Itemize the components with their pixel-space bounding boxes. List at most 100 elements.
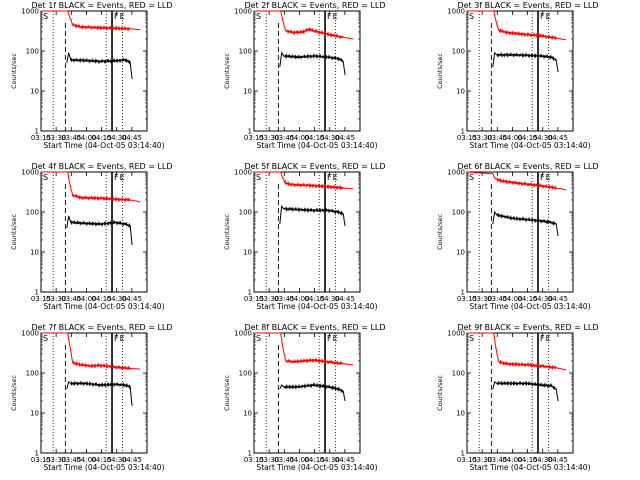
y-axis-label: Counts/sec (436, 375, 444, 411)
y-tick-label: 100 (26, 48, 39, 56)
x-tick-label: 03:45 (487, 134, 507, 142)
x-tick-label: 03:15 (457, 456, 477, 464)
end-marker-label: E (546, 173, 551, 182)
y-tick-label: 1 (248, 450, 252, 458)
x-tick-label: 04:15 (304, 456, 324, 464)
x-tick-label: 04:00 (289, 456, 309, 464)
y-tick-label: 1 (461, 450, 465, 458)
lld-series-line (467, 332, 567, 371)
x-tick-label: 04:15 (517, 295, 537, 303)
y-axis-label: Counts/sec (223, 53, 231, 89)
lld-series-line (467, 171, 567, 191)
x-tick-label: 03:15 (244, 295, 264, 303)
chart-title: Det 4f BLACK = Events, RED = LLD (31, 162, 172, 171)
y-tick-label: 1 (461, 128, 465, 136)
lld-series-line (41, 171, 141, 203)
start-marker-label: S (469, 334, 474, 343)
x-tick-label: 04:00 (502, 456, 522, 464)
y-tick-label: 1000 (21, 330, 39, 338)
end-marker-label: E (120, 173, 125, 182)
x-tick-label: 04:30 (107, 295, 127, 303)
plot-frame (253, 171, 361, 293)
x-tick-label: 04:00 (502, 134, 522, 142)
x-tick-label: 04:45 (122, 456, 142, 464)
chart-title: Det 3f BLACK = Events, RED = LLD (457, 1, 598, 10)
x-tick-label: 04:00 (289, 134, 309, 142)
flare-marker-label: F (540, 12, 545, 21)
x-tick-label: 04:30 (320, 134, 340, 142)
x-tick-label: 03:15 (31, 295, 51, 303)
flare-marker-label: F (114, 173, 119, 182)
x-tick-label: 04:45 (548, 134, 568, 142)
lld-series-line (254, 10, 354, 40)
x-tick-label: 03:45 (487, 456, 507, 464)
x-tick-label: 04:00 (289, 295, 309, 303)
y-tick-label: 10 (456, 88, 465, 96)
x-tick-label: 03:45 (274, 295, 294, 303)
x-tick-label: 03:15 (31, 456, 51, 464)
end-marker-label: E (546, 334, 551, 343)
x-tick-label: 04:00 (502, 295, 522, 303)
y-tick-label: 100 (26, 209, 39, 217)
lld-series-line (41, 10, 141, 32)
y-tick-label: 1000 (21, 169, 39, 177)
events-series-line (279, 382, 346, 402)
x-axis-label: Start Time (04-Oct-05 03:14:40) (43, 141, 164, 150)
x-axis-label: Start Time (04-Oct-05 03:14:40) (469, 463, 590, 472)
plot-frame (253, 332, 361, 454)
flare-marker-label: F (327, 173, 332, 182)
start-marker-label: S (256, 173, 261, 182)
x-tick-label: 03:45 (61, 134, 81, 142)
plot-frame (40, 171, 148, 293)
chart-panel-3: Det 3f BLACK = Events, RED = LLD 1 10 100 10… (436, 1, 599, 150)
x-tick-label: 03:30 (46, 295, 66, 303)
y-axis-label: Counts/sec (10, 375, 18, 411)
y-tick-label: 1 (461, 289, 465, 297)
y-tick-label: 10 (456, 249, 465, 257)
y-axis-label: Counts/sec (10, 214, 18, 250)
x-tick-label: 03:30 (259, 295, 279, 303)
plot-frame (466, 171, 574, 293)
plot-frame (253, 10, 361, 132)
x-tick-label: 03:45 (487, 295, 507, 303)
plot-frame (466, 332, 574, 454)
x-tick-label: 03:30 (46, 134, 66, 142)
x-tick-label: 03:30 (259, 134, 279, 142)
y-tick-label: 100 (452, 370, 465, 378)
end-marker-label: E (333, 334, 338, 343)
start-marker-label: S (469, 12, 474, 21)
y-tick-label: 10 (243, 249, 252, 257)
x-tick-label: 04:15 (517, 134, 537, 142)
y-tick-label: 1000 (447, 169, 465, 177)
flare-marker-label: F (327, 12, 332, 21)
x-tick-label: 03:45 (274, 456, 294, 464)
x-tick-label: 04:00 (76, 134, 96, 142)
events-series-line (66, 215, 133, 246)
y-tick-label: 1000 (21, 8, 39, 16)
y-tick-label: 100 (239, 48, 252, 56)
flare-marker-label: F (114, 12, 119, 21)
y-tick-label: 1000 (234, 8, 252, 16)
chart-title: Det 1f BLACK = Events, RED = LLD (31, 1, 172, 10)
chart-panel-1: Det 1f BLACK = Events, RED = LLD 1 10 100 10… (10, 1, 173, 150)
x-tick-label: 03:45 (61, 456, 81, 464)
x-tick-label: 04:45 (335, 134, 355, 142)
y-tick-label: 1 (248, 128, 252, 136)
chart-panel-8: Det 8f BLACK = Events, RED = LLD 1 10 100 10… (223, 323, 386, 472)
y-tick-label: 10 (30, 88, 39, 96)
events-series-line (492, 210, 559, 237)
y-axis-label: Counts/sec (223, 214, 231, 250)
x-tick-label: 04:00 (76, 456, 96, 464)
chart-title: Det 5f BLACK = Events, RED = LLD (244, 162, 385, 171)
start-marker-label: S (256, 12, 261, 21)
x-tick-label: 03:30 (46, 456, 66, 464)
plot-frame (40, 10, 148, 132)
x-axis-label: Start Time (04-Oct-05 03:14:40) (256, 463, 377, 472)
chart-title: Det 8f BLACK = Events, RED = LLD (244, 323, 385, 332)
x-tick-label: 04:15 (91, 456, 111, 464)
events-series-line (492, 380, 559, 402)
chart-panel-2: Det 2f BLACK = Events, RED = LLD 1 10 100 10… (223, 1, 386, 150)
plot-frame (40, 332, 148, 454)
y-tick-label: 10 (30, 249, 39, 257)
